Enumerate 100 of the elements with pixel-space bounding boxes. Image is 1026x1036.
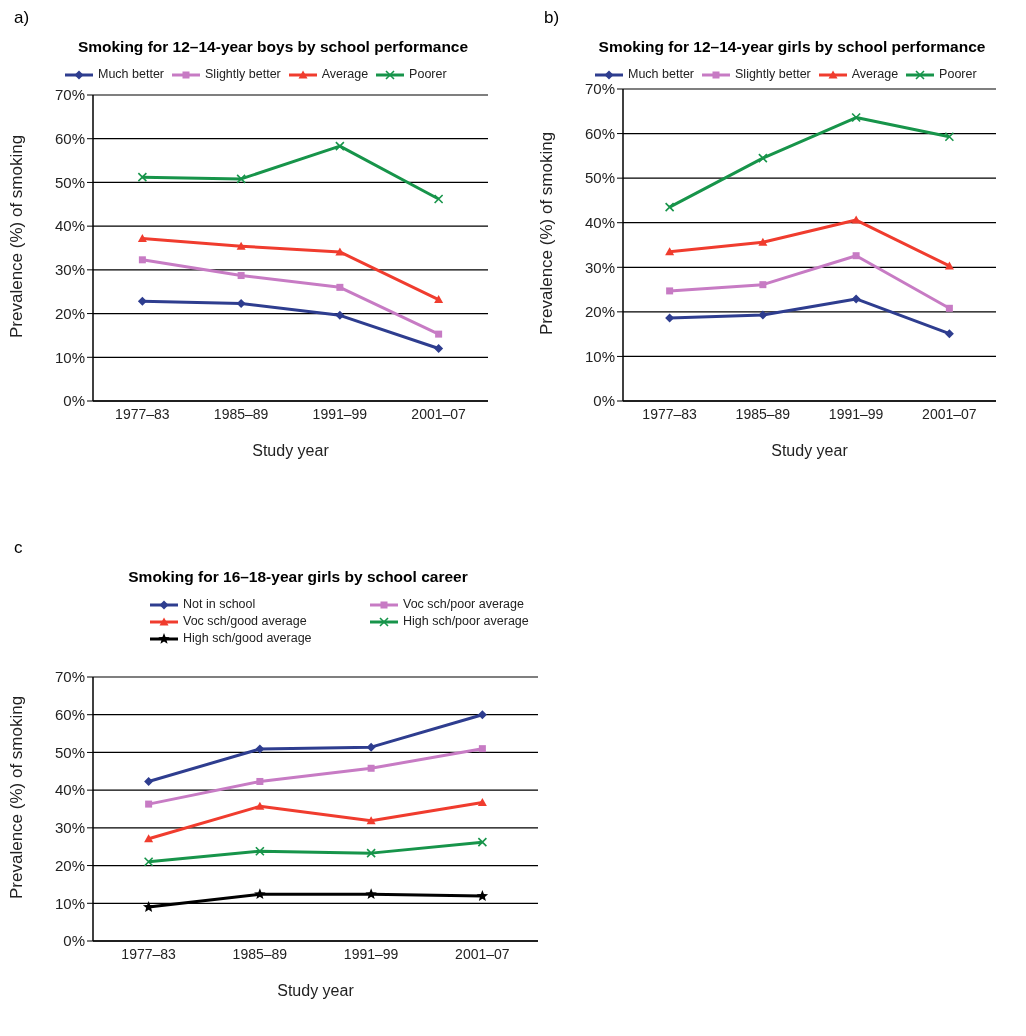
point — [477, 710, 487, 720]
point — [144, 834, 154, 843]
y-tick-label: 10% — [584, 347, 615, 365]
point — [236, 174, 246, 184]
y-axis-title: Prevalence (%) of smoking — [7, 134, 27, 338]
point — [143, 857, 154, 867]
x-tick-label: 1985–89 — [232, 945, 288, 962]
y-tick-label: 20% — [54, 304, 85, 322]
x-axis-title: Study year — [277, 982, 355, 999]
legend-label: Poorer — [409, 66, 447, 83]
y-tick-label: 60% — [584, 124, 615, 142]
point — [851, 215, 861, 224]
point — [366, 816, 376, 825]
y-tick-label: 60% — [54, 706, 85, 724]
point — [336, 283, 344, 291]
y-tick-label: 30% — [584, 258, 615, 276]
point — [335, 310, 345, 320]
text: c — [14, 538, 23, 558]
x-tick-label: 1985–89 — [213, 405, 269, 422]
point — [758, 153, 768, 163]
x-tick-label: 2001–07 — [922, 405, 977, 422]
point — [365, 888, 377, 900]
y-tick-label: 30% — [54, 261, 85, 279]
point — [236, 299, 246, 309]
legend-label: Slightly better — [205, 66, 281, 83]
legend-label: Average — [851, 66, 899, 83]
x-tick-label: 1977–83 — [115, 405, 170, 422]
y-tick-label: 40% — [54, 217, 85, 235]
x-tick-label: 1991–99 — [312, 405, 368, 422]
legend-label: High sch/poor average — [403, 613, 529, 630]
y-tick-label: 0% — [63, 932, 85, 950]
point — [758, 237, 768, 246]
point — [367, 764, 375, 772]
y-tick-label: 70% — [54, 668, 85, 686]
y-tick-label: 50% — [54, 173, 85, 191]
point — [945, 304, 953, 312]
legend-label: Much better — [628, 66, 695, 83]
text: a) — [14, 8, 30, 28]
legend-label: Voc sch/good average — [183, 613, 307, 630]
point — [759, 281, 767, 289]
x-tick-label: 1977–83 — [121, 945, 177, 962]
x-tick-label: 1977–83 — [642, 405, 698, 422]
point — [145, 800, 153, 808]
y-tick-label: 70% — [54, 86, 85, 104]
x-tick-label: 1991–99 — [828, 405, 884, 422]
point — [476, 890, 489, 901]
y-tick-label: 50% — [54, 743, 85, 761]
point — [236, 241, 246, 250]
x-tick-label: 1991–99 — [343, 945, 399, 962]
y-tick-label: 50% — [584, 169, 615, 187]
x-tick-label: 1985–89 — [735, 405, 791, 422]
legend-label: Slightly better — [735, 66, 811, 83]
chart-title: Smoking for 12–14-year girls by school performance — [598, 38, 986, 55]
point — [666, 287, 674, 295]
legend-label: Poorer — [939, 66, 977, 83]
point — [477, 798, 487, 807]
y-tick-label: 30% — [54, 819, 85, 837]
legend-label: Not in school — [183, 596, 256, 613]
point — [477, 837, 488, 847]
y-tick-label: 40% — [54, 781, 85, 799]
point — [434, 295, 444, 304]
y-tick-label: 60% — [54, 130, 85, 148]
y-axis-title: Prevalence (%) of smoking — [7, 695, 27, 899]
point — [944, 131, 955, 142]
point — [366, 742, 376, 752]
y-tick-label: 0% — [63, 392, 85, 410]
point — [435, 330, 443, 338]
chart-title: Smoking for 16–18-year girls by school career — [128, 568, 468, 585]
y-tick-label: 20% — [54, 856, 85, 874]
x-tick-label: 2001–07 — [455, 945, 510, 962]
point — [433, 194, 444, 204]
legend-label: Average — [321, 66, 369, 83]
point — [137, 172, 148, 182]
point — [335, 141, 345, 151]
legend-label: Voc sch/poor average — [403, 596, 524, 613]
point — [256, 777, 264, 785]
point — [138, 256, 146, 264]
point — [851, 112, 861, 123]
point — [851, 294, 861, 304]
point — [254, 888, 266, 900]
point — [255, 846, 265, 857]
point — [137, 233, 147, 242]
chart-title: Smoking for 12–14-year boys by school performance — [77, 38, 469, 55]
legend-label: Much better — [98, 66, 165, 83]
x-axis-title: Study year — [252, 442, 330, 459]
y-tick-label: 40% — [584, 214, 615, 232]
y-tick-label: 0% — [593, 392, 615, 410]
point — [758, 310, 768, 320]
y-tick-label: 20% — [584, 303, 615, 321]
point — [144, 776, 154, 786]
point — [255, 801, 265, 810]
point — [944, 329, 954, 339]
text: b) — [544, 8, 560, 28]
point — [237, 272, 245, 280]
y-tick-label: 10% — [54, 894, 85, 912]
point — [478, 745, 486, 753]
x-axis-title: Study year — [771, 442, 849, 459]
y-tick-label: 10% — [54, 348, 85, 366]
point — [852, 252, 860, 260]
x-tick-label: 2001–07 — [411, 405, 467, 422]
